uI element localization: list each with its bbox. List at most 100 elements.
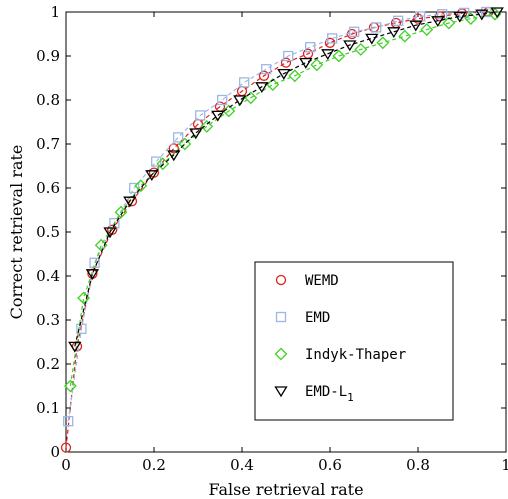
data-point-square [327, 33, 338, 44]
legend-box [254, 261, 454, 421]
data-point-triangle [387, 27, 401, 39]
y-tick-label: 0.2 [36, 355, 60, 373]
data-point-diamond [134, 179, 148, 193]
data-point-circle [280, 57, 292, 68]
data-point-square [481, 6, 492, 18]
y-tick-label: 0.5 [36, 223, 60, 241]
data-point-triangle [189, 128, 203, 140]
legend-label-text: Indyk-Thaper [305, 347, 406, 363]
data-point-square [371, 22, 382, 33]
series-line [74, 11, 498, 347]
axis-ticks: 0 0.2 0.4 0.6 0.8 1 0 0.1 0.2 0.3 0.4 0.5 0.6 0.7 0.8 0… [36, 3, 508, 474]
data-point-circle [258, 70, 270, 81]
y-tick-label: 0 [50, 443, 60, 461]
legend-label-text: WEMD [305, 273, 339, 289]
data-point-square [63, 416, 74, 427]
data-point-triangle [68, 341, 82, 353]
x-tick-label: 0.6 [318, 456, 342, 474]
data-point-triangle [274, 386, 288, 398]
y-tick-label: 0.3 [36, 311, 60, 329]
data-point-triangle [103, 227, 117, 239]
legend-label: Indyk-Thaper [305, 347, 406, 363]
data-point-diamond [398, 29, 412, 43]
x-tick-label: 1 [501, 456, 508, 474]
data-point-triangle [321, 49, 335, 61]
data-point-diamond [114, 205, 128, 219]
data-point-diamond [376, 36, 390, 50]
data-point-diamond [332, 49, 346, 63]
legend-label-text: EMD-L [305, 384, 347, 400]
data-point-square [151, 156, 162, 167]
data-point-square [173, 132, 184, 143]
data-point-triangle [167, 150, 181, 162]
y-tick-label: 0.7 [36, 135, 60, 153]
x-tick-label: 0.8 [406, 456, 430, 474]
series-emd-l [68, 7, 504, 353]
x-tick-label: 0.2 [142, 456, 166, 474]
x-tick-label: 0 [61, 456, 71, 474]
y-tick-label: 0.4 [36, 267, 60, 285]
data-point-triangle [233, 95, 247, 107]
legend-item: EMD-L1 [274, 384, 354, 404]
data-point-triangle [475, 9, 489, 21]
legend-label: WEMD [305, 273, 339, 289]
data-point-circle [275, 274, 287, 286]
data-point-diamond [420, 23, 434, 37]
y-tick-label: 0.6 [36, 179, 60, 197]
data-point-square [89, 257, 100, 268]
data-point-diamond [288, 69, 302, 83]
legend-label-text: EMD [305, 310, 330, 326]
data-point-triangle [299, 57, 313, 69]
data-point-diamond [442, 16, 456, 30]
legend-item: WEMD [275, 273, 339, 289]
data-point-triangle [123, 196, 137, 208]
data-point-diamond [63, 379, 77, 393]
y-tick-label: 0.8 [36, 91, 60, 109]
legend-label-subscript: 1 [347, 391, 354, 404]
series-line [69, 13, 496, 387]
legend-item: Indyk-Thaper [274, 347, 406, 363]
data-point-square [305, 42, 316, 53]
data-point-triangle [85, 269, 100, 281]
data-point-square [76, 323, 87, 334]
data-point-diamond [310, 58, 324, 72]
x-axis-title: False retrieval rate [208, 480, 363, 499]
data-point-square [261, 64, 272, 75]
data-point-triangle [343, 40, 357, 52]
data-point-square [283, 50, 294, 62]
legend-item: EMD [275, 310, 330, 326]
y-axis-title: Correct retrieval rate [7, 145, 26, 320]
series-layer [60, 6, 504, 453]
x-tick-label: 0.4 [230, 456, 254, 474]
data-point-triangle [409, 20, 423, 32]
data-point-diamond [178, 137, 192, 151]
data-point-square [217, 94, 228, 106]
legend-label: EMD [305, 310, 330, 326]
data-point-diamond [266, 78, 280, 92]
data-point-triangle [365, 33, 379, 45]
data-point-square [195, 110, 206, 121]
data-point-square [239, 77, 250, 88]
data-point-triangle [277, 68, 291, 80]
data-point-diamond [464, 12, 478, 26]
data-point-diamond [354, 42, 368, 56]
data-point-triangle [453, 11, 467, 23]
data-point-diamond [200, 119, 214, 133]
data-point-circle [60, 442, 72, 453]
data-point-triangle [431, 16, 445, 28]
y-tick-label: 1 [50, 3, 60, 21]
legend: WEMD EMD Indyk-Thaper EMD-L1 [254, 261, 454, 421]
data-point-circle [412, 13, 424, 24]
data-point-triangle [145, 170, 159, 182]
data-point-square [349, 26, 360, 37]
data-point-triangle [490, 7, 504, 19]
data-point-circle [168, 143, 179, 154]
y-tick-label: 0.9 [36, 47, 60, 65]
data-point-diamond [222, 104, 236, 118]
data-point-square [393, 15, 404, 26]
data-point-square [275, 311, 287, 323]
legend-label: EMD-L1 [305, 384, 354, 404]
data-point-triangle [211, 110, 225, 122]
data-point-diamond [274, 347, 288, 361]
